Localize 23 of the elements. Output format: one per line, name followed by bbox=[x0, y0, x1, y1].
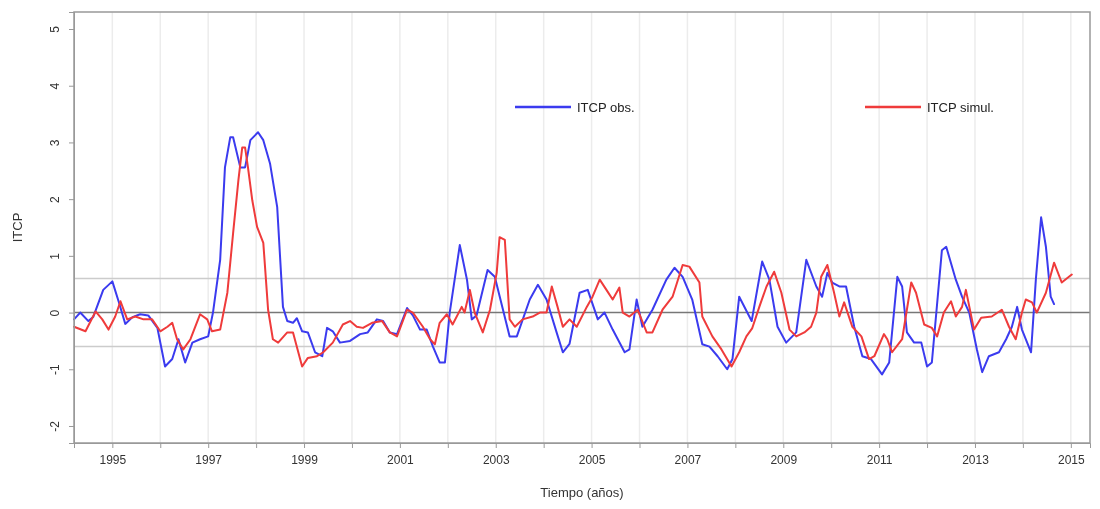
y-axis-title: ITCP bbox=[10, 212, 25, 243]
x-tick-label: 2007 bbox=[674, 453, 702, 468]
y-tick-label: 4 bbox=[47, 82, 62, 90]
x-tick-label: 2011 bbox=[866, 453, 893, 468]
y-tick-label: 0 bbox=[47, 309, 62, 317]
y-tick-label: -1 bbox=[47, 364, 62, 376]
x-tick-label: 2005 bbox=[578, 453, 606, 468]
x-tick-label: 2015 bbox=[1057, 453, 1085, 468]
y-tick-label: 3 bbox=[47, 139, 62, 147]
y-tick-label: -2 bbox=[47, 420, 62, 432]
y-tick-label: 2 bbox=[47, 195, 62, 203]
x-axis-title: Tiempo (años) bbox=[540, 485, 624, 500]
x-tick-label: 1995 bbox=[99, 453, 127, 468]
y-tick-label: 1 bbox=[47, 252, 62, 260]
x-tick-label: 1999 bbox=[291, 453, 319, 468]
x-tick-label: 2009 bbox=[770, 453, 798, 468]
x-tick-label: 2001 bbox=[387, 453, 415, 468]
x-tick-label: 2003 bbox=[482, 453, 510, 468]
legend-label: ITCP obs. bbox=[577, 99, 635, 115]
x-tick-label: 2013 bbox=[962, 453, 990, 468]
legend-label: ITCP simul. bbox=[927, 99, 994, 115]
y-tick-label: 5 bbox=[47, 25, 62, 33]
x-tick-label: 1997 bbox=[195, 453, 223, 468]
